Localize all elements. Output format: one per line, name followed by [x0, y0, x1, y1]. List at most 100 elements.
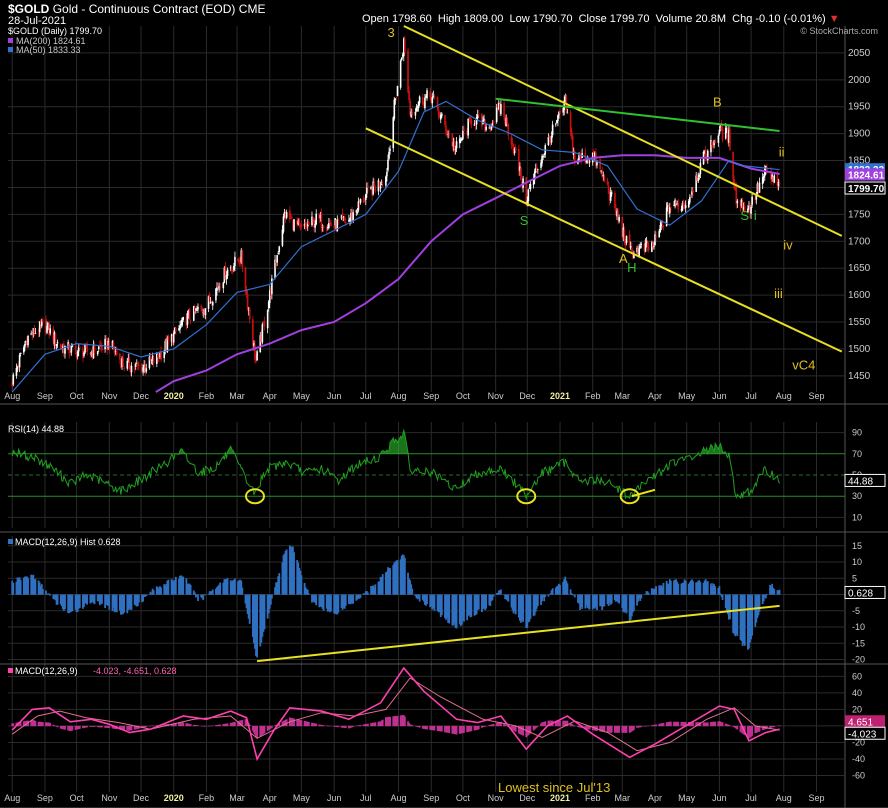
- macd-diff-bar: [459, 725, 462, 734]
- x-tick-label: Sep: [37, 391, 53, 401]
- price-candle: [33, 328, 36, 336]
- macd-diff-bar: [584, 725, 587, 729]
- macd-diff-bar: [240, 720, 243, 727]
- price-candle: [697, 177, 700, 182]
- macd-tick-label: 60: [852, 671, 862, 681]
- macd-diff-bar: [343, 725, 346, 728]
- macd-hist-bar: [579, 594, 581, 611]
- macd-diff-bar: [335, 725, 338, 727]
- price-candle: [438, 115, 441, 118]
- price-candle: [365, 194, 367, 200]
- price-candle: [492, 120, 495, 124]
- macd-hist-bar: [403, 557, 406, 595]
- price-candle: [601, 171, 604, 177]
- macd-hist-bar: [733, 594, 736, 634]
- price-candle: [436, 96, 439, 109]
- price-candle: [151, 356, 154, 361]
- macd-hist-bar: [296, 560, 299, 595]
- macd-hist-bar: [517, 594, 520, 618]
- macd-hist-bar: [371, 585, 374, 595]
- macd-hist-bar: [725, 594, 728, 613]
- macd-diff-bar: [407, 721, 409, 727]
- price-candle: [577, 161, 579, 164]
- macd-diff-bar: [111, 725, 114, 729]
- x-tick-label: Jun: [712, 391, 727, 401]
- macd-diff-bar: [358, 725, 361, 727]
- macd-hist-bar: [156, 587, 159, 595]
- price-candle: [616, 210, 618, 217]
- macd-diff-bar: [579, 725, 581, 728]
- price-candle: [282, 216, 285, 232]
- macd-diff-bar: [322, 725, 325, 727]
- y-tick-label: 2050: [848, 48, 871, 59]
- macd-hist-bar: [500, 589, 502, 595]
- macd-diff-bar: [534, 725, 537, 729]
- x-tick-label: Aug: [776, 793, 792, 803]
- macd-hist-bar: [315, 594, 318, 606]
- price-candle: [201, 307, 204, 312]
- macd-diff-bar: [762, 725, 765, 730]
- macd-hist-bar: [387, 567, 389, 595]
- macd-hist-bar: [98, 594, 101, 606]
- legend-ma50-swatch: [8, 47, 13, 52]
- macd-hist-bar: [466, 594, 469, 621]
- macd-diff-bar: [681, 721, 684, 727]
- macd-diff-bar: [674, 721, 676, 727]
- price-candle: [245, 290, 248, 295]
- macd-hist-bar: [351, 594, 353, 604]
- price-candle: [357, 201, 360, 211]
- price-candle: [143, 364, 145, 369]
- macd-hist-bar: [603, 594, 606, 607]
- macd-diff-bar: [514, 725, 517, 732]
- rsi-trendline: [631, 488, 656, 498]
- macd-hist-bar: [151, 588, 154, 595]
- price-candle: [755, 194, 758, 200]
- price-candle: [654, 234, 656, 246]
- price-candle: [640, 244, 643, 245]
- macd-diff-bar: [86, 725, 89, 728]
- price-candle: [303, 223, 306, 227]
- macd-hist-bar: [470, 594, 473, 617]
- price-candle: [267, 301, 270, 309]
- macd-diff-bar: [180, 722, 182, 727]
- price-candle: [111, 340, 114, 348]
- macd-diff-bar: [733, 725, 736, 728]
- macd-hist-bar: [452, 594, 455, 626]
- macd-hist-bar: [511, 594, 514, 611]
- price-candle: [336, 219, 339, 232]
- price-candle: [315, 213, 318, 225]
- price-candle: [313, 218, 315, 228]
- macd-diff-bar: [263, 725, 266, 734]
- price-candle: [533, 171, 536, 180]
- macd-diff-bar: [315, 723, 318, 727]
- price-candle: [740, 199, 743, 207]
- macd-hist-bar: [762, 594, 765, 602]
- price-candle: [426, 90, 428, 99]
- price-candle: [558, 112, 560, 116]
- price-candle: [393, 99, 396, 119]
- macd-hist-bar: [335, 594, 338, 615]
- macd-diff-bar: [483, 725, 485, 727]
- price-candle: [392, 117, 395, 149]
- macd-diff-bar: [71, 725, 74, 731]
- macd-diff-bar: [19, 721, 22, 727]
- price-candle: [415, 107, 418, 111]
- macd-diff-bar: [218, 724, 220, 727]
- macd-hist-bar: [393, 562, 396, 595]
- macd-hist-bar: [623, 594, 626, 613]
- macd-hist-bar: [210, 590, 213, 595]
- price-candle: [721, 129, 724, 141]
- macd-hist-bar: [340, 594, 343, 609]
- price-candle: [414, 111, 417, 116]
- macd-diff-bar: [603, 725, 606, 733]
- macd-diff-bar: [403, 716, 406, 727]
- change-value: -0.10 (-0.01%): [755, 13, 826, 25]
- macd-hist-bar: [330, 594, 332, 612]
- price-candle: [32, 328, 35, 335]
- price-candle: [271, 278, 273, 295]
- macd-diff-bar: [39, 721, 42, 727]
- price-candle: [488, 127, 491, 129]
- price-candle: [646, 243, 649, 247]
- macd-diff-bar: [675, 721, 678, 727]
- macd-hist-bar: [467, 594, 470, 616]
